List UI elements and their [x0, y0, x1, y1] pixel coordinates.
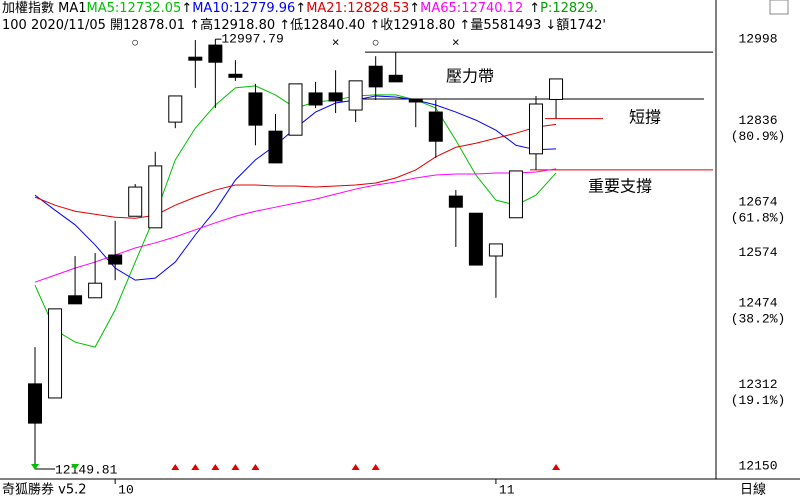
x-tick-label: 10	[118, 482, 134, 497]
header-segment: 收12918.80	[380, 18, 459, 33]
candle-body	[348, 80, 363, 111]
header-segment: 量5581493	[470, 18, 545, 33]
candle-body	[128, 186, 143, 217]
buy-arrow	[251, 464, 260, 470]
candle-body	[268, 130, 283, 164]
candle-body	[188, 56, 203, 61]
legend-entry: MA65:12740.12	[420, 1, 523, 16]
trend-arrow: ↑	[181, 1, 192, 16]
buy-arrow	[552, 464, 561, 470]
candle-body	[88, 282, 103, 299]
header-title: 加權指數 MA1	[2, 1, 87, 16]
candle-body	[468, 212, 483, 266]
buy-arrow	[231, 464, 240, 470]
fib-label: (38.2%)	[731, 311, 786, 326]
signal-symbol: ○	[372, 35, 380, 50]
buy-arrow	[211, 464, 220, 470]
candle-body	[508, 170, 523, 219]
candle-body	[208, 44, 223, 63]
ma-line	[34, 168, 557, 283]
header-segment: ↑	[529, 1, 540, 16]
y-tick-label: 12836	[738, 113, 777, 128]
high-label: 12997.79	[221, 32, 283, 47]
buy-arrow	[191, 464, 200, 470]
signal-symbol: ×	[332, 35, 340, 50]
candle-body	[448, 195, 463, 208]
low-label: 12149.81	[55, 462, 118, 477]
header-segment: 100 2020/11/05 開12878.01	[2, 18, 189, 33]
header-segment: 高12918.80	[200, 17, 279, 33]
candle-body	[328, 92, 343, 102]
header-line: 加權指數 MA1MA5:12732.05↑MA10:12779.96↑MA21:…	[2, 1, 598, 16]
y-tick-label: 12998	[738, 31, 777, 46]
header-segment: 低12840.40	[290, 18, 369, 33]
window-button[interactable]	[769, 0, 789, 15]
header-segment: 額1742'	[556, 18, 606, 33]
candle-body	[28, 383, 42, 424]
header-segment: P:12829.	[540, 1, 598, 16]
candle-body	[288, 83, 303, 136]
signal-symbol: ○	[131, 35, 139, 50]
candle-body	[108, 254, 123, 265]
trend-arrow: ↑	[409, 1, 420, 16]
trend-arrow: ↑	[295, 1, 306, 16]
buy-arrow	[171, 464, 180, 470]
header-segment: ↑	[189, 18, 200, 33]
fib-label: (61.8%)	[731, 211, 786, 226]
buy-arrow	[351, 464, 360, 470]
legend-entry: MA10:12779.96	[192, 1, 295, 16]
candle-body	[48, 308, 63, 399]
annotation-label: 壓力帶	[446, 67, 494, 86]
ma-line	[34, 123, 557, 219]
sell-arrow	[31, 464, 39, 470]
candle-body	[368, 65, 383, 88]
x-tick-label: 11	[499, 482, 515, 497]
header-line: 100 2020/11/05 開12878.01 ↑高12918.80 ↑低12…	[2, 17, 606, 33]
footer-right: 日線	[740, 482, 766, 498]
candle-body	[308, 92, 323, 106]
buy-arrow	[371, 464, 380, 470]
candle-body	[488, 243, 503, 257]
fib-label: (80.9%)	[731, 129, 786, 144]
header-segment: ↑	[459, 18, 470, 33]
y-tick-label: 12312	[738, 377, 777, 392]
candle-body	[228, 73, 243, 78]
candle-body	[388, 74, 403, 83]
legend-entry: MA21:12828.53	[306, 1, 409, 16]
candle-body	[68, 295, 83, 305]
y-tick-label: 12574	[738, 245, 777, 260]
candle-body	[529, 103, 543, 155]
fib-label: (19.1%)	[731, 393, 786, 408]
candle-body	[248, 92, 263, 126]
y-tick-label: 12150	[738, 458, 777, 473]
y-tick-label: 12674	[738, 195, 777, 210]
annotation-label: 短撐	[629, 108, 661, 127]
candle-body	[549, 78, 564, 100]
header-segment: ↑	[279, 18, 290, 33]
candle-body	[168, 95, 183, 123]
header-segment: ↑	[369, 18, 380, 33]
footer-left: 奇狐勝券 v5.2	[2, 482, 87, 498]
annotation-label: 重要支撐	[588, 177, 652, 196]
candle-body	[148, 165, 163, 229]
candle-body	[428, 111, 443, 142]
signal-symbol: ×	[452, 35, 460, 50]
sell-arrow	[71, 464, 80, 470]
legend-entry: MA5:12732.05	[87, 1, 182, 16]
header-segment: ↓	[545, 18, 556, 33]
candle-body	[408, 98, 423, 103]
y-tick-label: 12474	[738, 295, 777, 310]
